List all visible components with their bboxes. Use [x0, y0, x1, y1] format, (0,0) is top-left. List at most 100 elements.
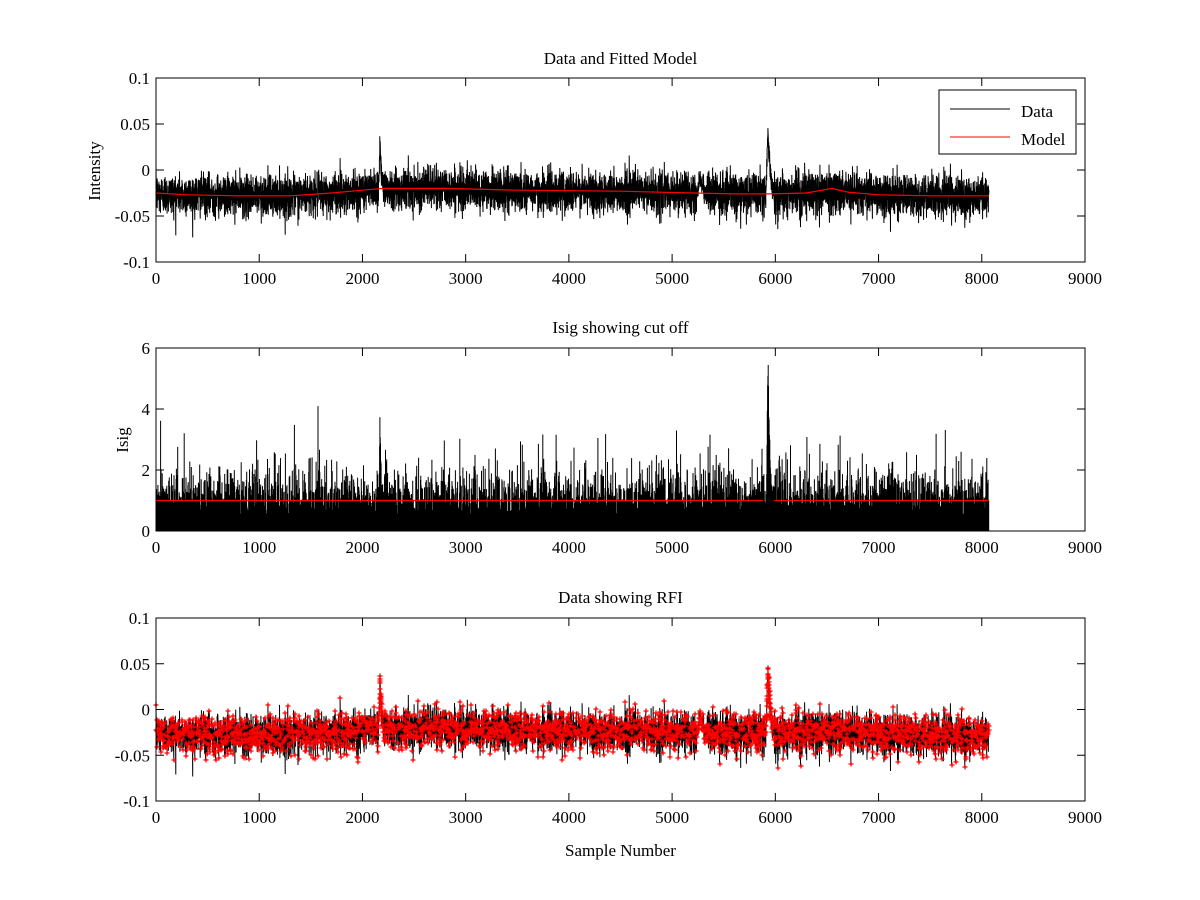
rfi-marker	[590, 729, 596, 735]
rfi-marker	[578, 737, 584, 743]
rfi-marker	[889, 744, 895, 750]
rfi-marker	[227, 747, 233, 753]
rfi-marker	[359, 728, 365, 734]
rfi-marker	[929, 722, 935, 728]
rfi-marker	[908, 736, 914, 742]
rfi-marker	[605, 719, 611, 725]
rfi-marker	[285, 703, 291, 709]
rfi-marker	[802, 740, 808, 746]
rfi-marker	[398, 744, 404, 750]
rfi-marker	[300, 728, 306, 734]
y-tick-label: 0.05	[120, 115, 150, 134]
rfi-marker	[437, 724, 443, 730]
rfi-marker	[779, 742, 785, 748]
rfi-marker	[646, 723, 652, 729]
rfi-marker	[914, 724, 920, 730]
rfi-marker	[413, 733, 419, 739]
rfi-marker	[944, 744, 950, 750]
rfi-marker	[540, 703, 546, 709]
rfi-marker	[882, 755, 888, 761]
rfi-marker	[595, 733, 601, 739]
rfi-marker	[847, 728, 853, 734]
rfi-marker	[494, 714, 500, 720]
rfi-marker	[635, 741, 641, 747]
rfi-marker	[693, 740, 699, 746]
rfi-marker	[578, 745, 584, 751]
rfi-marker	[806, 713, 812, 719]
rfi-marker	[456, 714, 462, 720]
rfi-marker	[964, 747, 970, 753]
rfi-marker	[360, 729, 366, 735]
rfi-marker	[460, 703, 466, 709]
rfi-marker	[792, 744, 798, 750]
rfi-marker	[433, 723, 439, 729]
rfi-marker	[518, 716, 524, 722]
rfi-marker	[759, 752, 765, 758]
rfi-marker	[430, 734, 436, 740]
rfi-marker	[835, 726, 841, 732]
y-tick-label: -0.05	[115, 207, 150, 226]
rfi-marker	[564, 732, 570, 738]
rfi-marker	[287, 744, 293, 750]
rfi-marker	[346, 727, 352, 733]
rfi-marker	[336, 727, 342, 733]
rfi-marker	[482, 716, 488, 722]
rfi-marker	[785, 723, 791, 729]
x-tick-label: 2000	[345, 269, 379, 288]
rfi-marker	[243, 744, 249, 750]
rfi-marker	[548, 721, 554, 727]
rfi-marker	[541, 709, 547, 715]
rfi-marker	[965, 744, 971, 750]
rfi-marker	[674, 722, 680, 728]
rfi-marker	[614, 728, 620, 734]
rfi-marker	[225, 708, 231, 714]
rfi-marker	[319, 727, 325, 733]
rfi-marker	[912, 711, 918, 717]
rfi-marker	[206, 718, 212, 724]
rfi-marker	[735, 742, 741, 748]
rfi-marker	[879, 731, 885, 737]
rfi-marker	[725, 748, 731, 754]
rfi-marker	[724, 726, 730, 732]
rfi-marker	[256, 723, 262, 729]
rfi-marker	[885, 745, 891, 751]
rfi-marker	[307, 735, 313, 741]
rfi-marker	[798, 741, 804, 747]
rfi-marker	[742, 743, 748, 749]
rfi-marker	[587, 731, 593, 737]
rfi-marker	[179, 717, 185, 723]
rfi-marker	[529, 712, 535, 718]
rfi-marker	[434, 716, 440, 722]
rfi-marker	[352, 746, 358, 752]
x-tick-label: 7000	[862, 538, 896, 557]
rfi-marker	[726, 729, 732, 735]
rfi-marker	[267, 711, 273, 717]
rfi-marker	[209, 716, 215, 722]
x-tick-label: 1000	[242, 538, 276, 557]
rfi-marker	[464, 737, 470, 743]
rfi-marker	[936, 734, 942, 740]
rfi-marker	[687, 733, 693, 739]
rfi-marker	[206, 746, 212, 752]
rfi-marker	[491, 734, 497, 740]
rfi-marker	[595, 723, 601, 729]
y-tick-label: 6	[142, 339, 151, 358]
rfi-marker	[325, 741, 331, 747]
rfi-marker	[501, 709, 507, 715]
rfi-marker	[779, 728, 785, 734]
rfi-marker	[917, 742, 923, 748]
rfi-marker	[547, 709, 553, 715]
rfi-marker	[458, 707, 464, 713]
rfi-marker	[336, 712, 342, 718]
rfi-marker	[284, 717, 290, 723]
rfi-marker	[305, 738, 311, 744]
rfi-marker	[926, 719, 932, 725]
rfi-marker	[377, 673, 383, 679]
rfi-marker	[711, 712, 717, 718]
rfi-marker	[308, 752, 314, 758]
rfi-marker	[946, 712, 952, 718]
rfi-marker	[290, 730, 296, 736]
rfi-marker	[426, 730, 432, 736]
rfi-marker	[260, 740, 266, 746]
rfi-marker	[706, 722, 712, 728]
